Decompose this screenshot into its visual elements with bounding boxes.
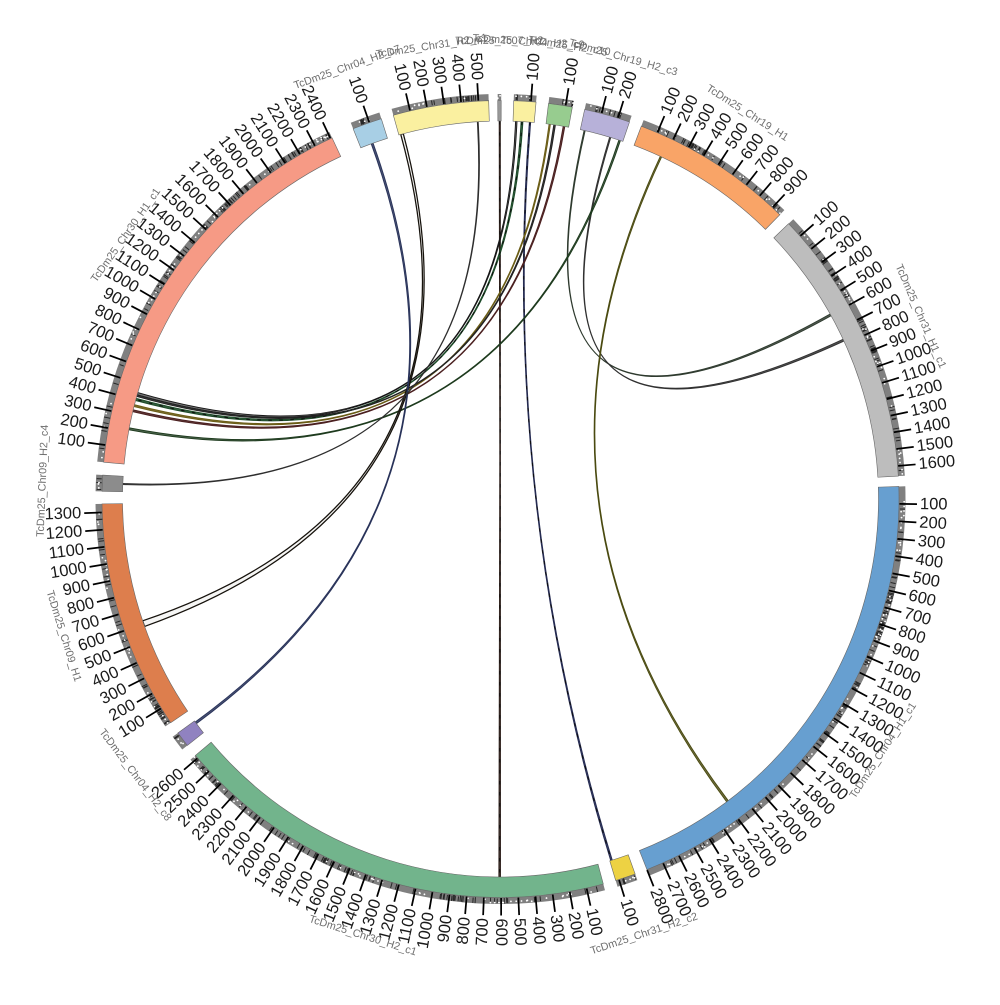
svg-text:900: 900	[434, 914, 455, 944]
svg-text:100: 100	[920, 495, 948, 513]
svg-text:600: 600	[492, 918, 510, 946]
svg-text:1200: 1200	[45, 522, 83, 543]
svg-text:500: 500	[467, 52, 487, 80]
svg-text:800: 800	[454, 916, 474, 945]
svg-text:400: 400	[447, 53, 468, 82]
svg-text:200: 200	[919, 514, 947, 534]
svg-text:300: 300	[917, 532, 946, 553]
svg-text:100: 100	[56, 430, 86, 452]
svg-text:300: 300	[546, 914, 567, 944]
svg-text:700: 700	[473, 918, 492, 946]
svg-text:300: 300	[428, 55, 450, 85]
svg-text:500: 500	[510, 918, 529, 946]
svg-text:100: 100	[524, 53, 544, 82]
svg-text:1600: 1600	[918, 452, 956, 473]
svg-text:1300: 1300	[44, 504, 81, 523]
svg-text:400: 400	[528, 916, 548, 945]
